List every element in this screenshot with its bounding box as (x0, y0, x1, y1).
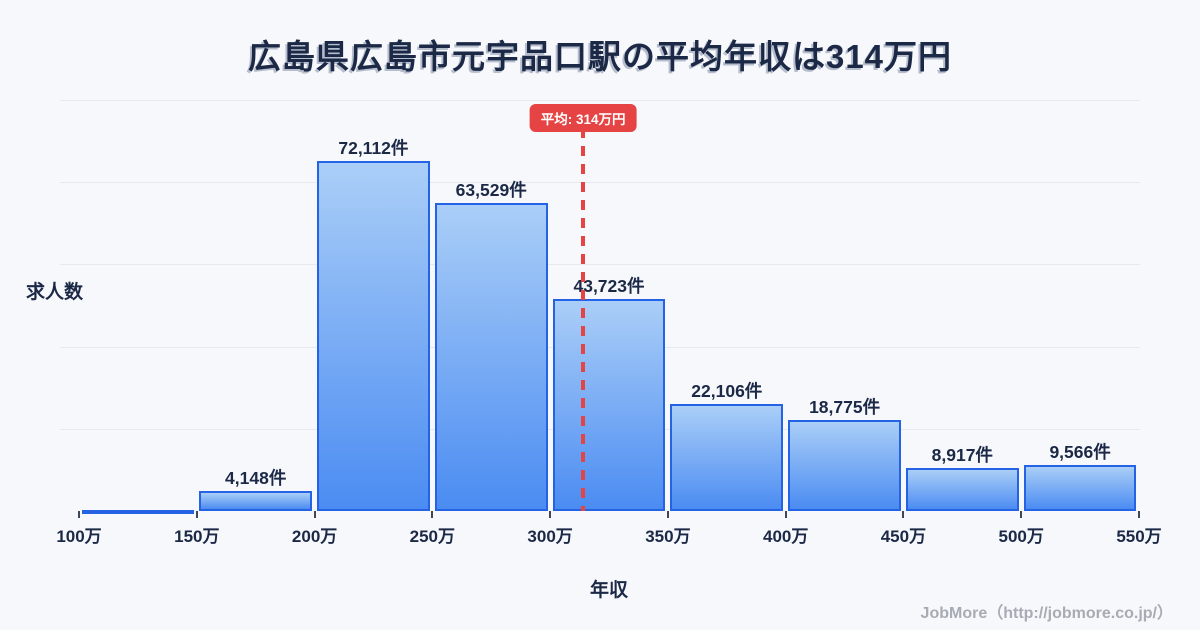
bar (670, 404, 784, 511)
x-tick-label: 250万 (409, 527, 455, 546)
bar-value-label: 4,148件 (225, 468, 287, 488)
bar-value-label: 63,529件 (455, 180, 527, 200)
x-axis-tick (195, 511, 198, 518)
x-axis-tick (549, 511, 552, 518)
x-tick-label: 550万 (1116, 527, 1162, 546)
x-axis-tick (902, 511, 905, 518)
bar (81, 510, 195, 514)
bar (788, 420, 901, 511)
x-tick-label: 350万 (645, 527, 691, 546)
bar-value-label: 9,566件 (1049, 442, 1111, 462)
gridline (60, 264, 1140, 265)
bar-value-label: 18,775件 (809, 397, 881, 417)
x-tick-label: 200万 (291, 527, 338, 546)
bar-value-label: 8,917件 (931, 445, 993, 465)
x-axis-label: 年収 (589, 580, 628, 601)
x-axis-tick (431, 511, 434, 518)
bar (317, 161, 430, 511)
x-tick-label: 150万 (174, 527, 220, 546)
x-tick-label: 100万 (56, 527, 102, 546)
x-axis-tick (666, 511, 669, 518)
x-tick-label: 450万 (880, 527, 927, 546)
x-tick-label: 300万 (527, 527, 573, 546)
gridline (60, 100, 1140, 101)
x-tick-label: 500万 (998, 527, 1044, 546)
chart-title: 広島県広島市元宇品口駅の平均年収は314万円 (247, 38, 953, 75)
bar-value-label: 43,723件 (573, 276, 645, 296)
x-axis-tick (1138, 511, 1140, 518)
x-tick-label: 400万 (763, 527, 809, 546)
y-axis-label: 求人数 (26, 282, 84, 303)
bar (199, 491, 313, 511)
bar-value-label: 72,112件 (338, 138, 409, 158)
bar (552, 299, 666, 511)
x-axis-tick (78, 511, 80, 518)
x-axis-tick (313, 511, 316, 518)
x-axis-tick (784, 511, 787, 518)
average-line (581, 128, 586, 511)
bar-value-label: 22,106件 (691, 381, 763, 401)
average-badge: 平均: 314万円 (529, 104, 637, 132)
bar (434, 203, 548, 511)
gridline (60, 182, 1140, 183)
watermark: JobMore（http://jobmore.co.jp/） (920, 605, 1173, 622)
x-axis-tick (1020, 511, 1023, 518)
bar (1023, 465, 1137, 511)
bar (905, 468, 1019, 511)
